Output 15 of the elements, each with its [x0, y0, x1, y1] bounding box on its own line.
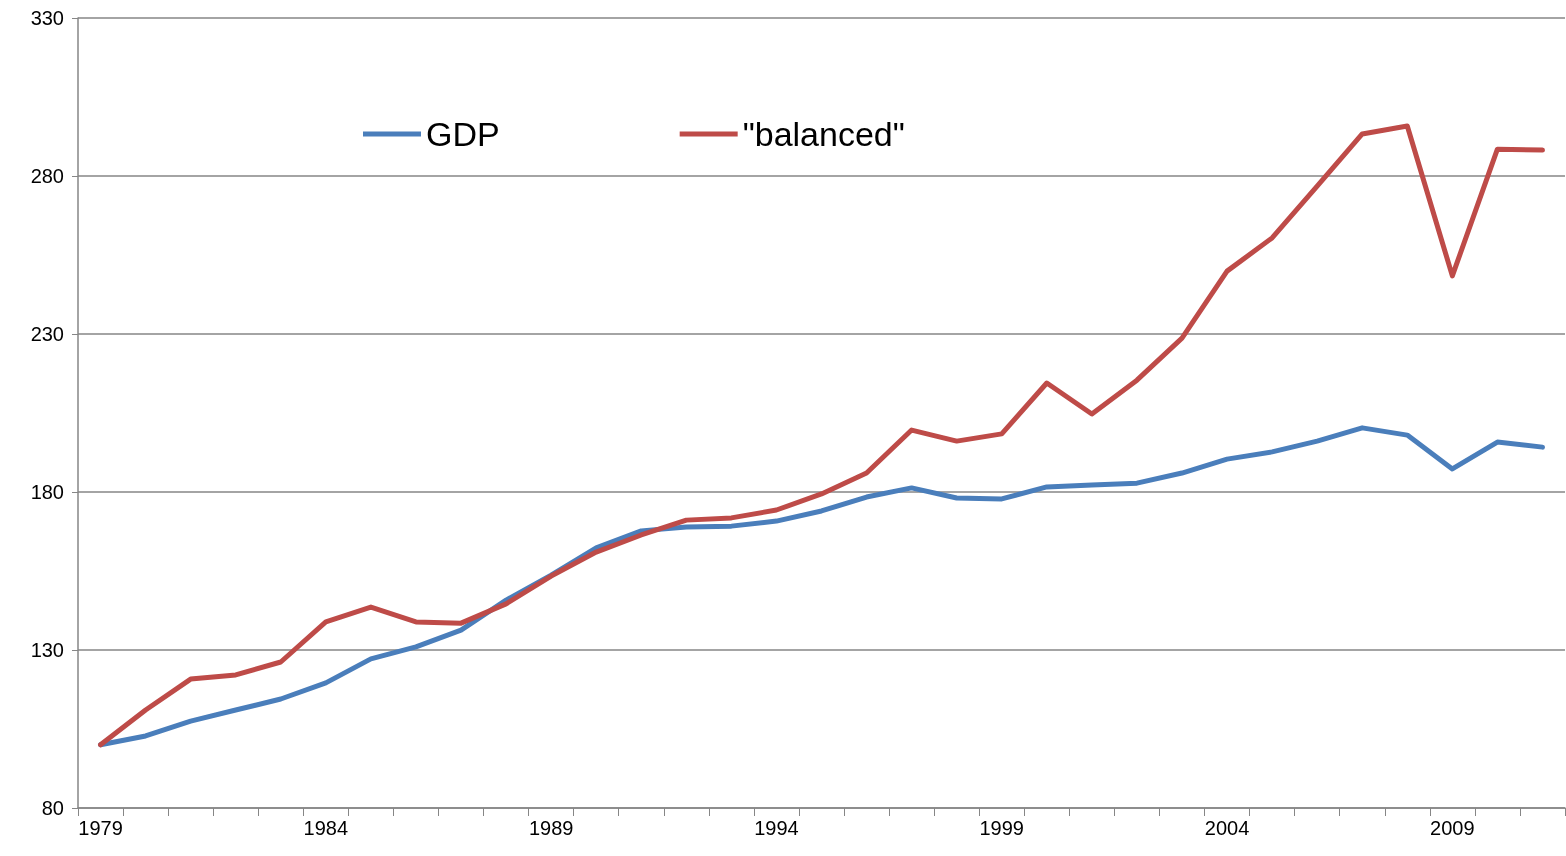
x-tick-label: 1989: [528, 817, 574, 839]
y-tick-label: 280: [30, 165, 64, 187]
y-tick-label: 230: [30, 323, 64, 345]
y-tick-label: 80: [41, 797, 64, 819]
x-tick-label: 2009: [1430, 817, 1475, 839]
x-tick-label: 1984: [303, 817, 349, 839]
x-tick-label: 2004: [1204, 817, 1250, 839]
x-tick-label: 1999: [979, 817, 1024, 839]
y-tick-label: 180: [30, 481, 64, 503]
x-tick-label: 1979: [78, 817, 123, 839]
y-tick-label: 130: [30, 639, 64, 661]
legend-label: "balanced": [742, 115, 905, 153]
y-tick-label: 330: [30, 7, 64, 29]
legend-label: GDP: [426, 115, 500, 153]
x-tick-label: 1994: [754, 817, 799, 839]
